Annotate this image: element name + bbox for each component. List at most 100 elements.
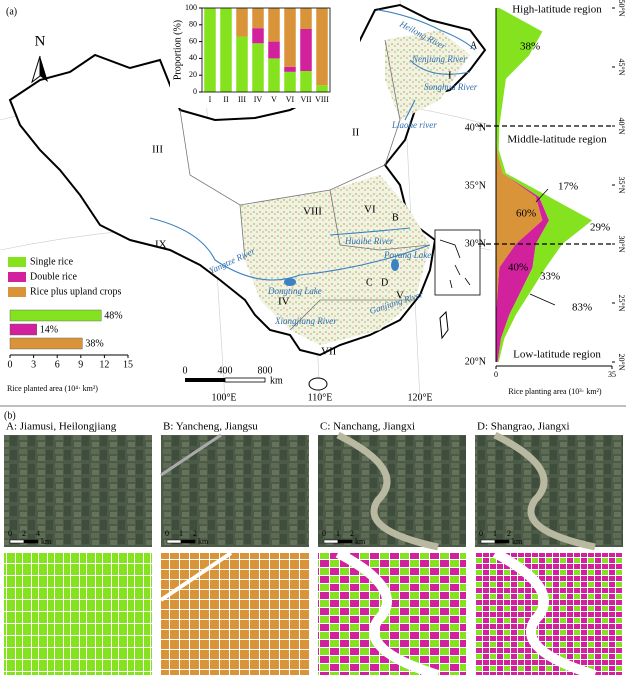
region-boundary	[179, 39, 431, 331]
site-label: D	[381, 277, 388, 288]
scale-unit: km	[355, 537, 366, 546]
x-tick-label: VI	[286, 95, 295, 104]
y-tick-label: 60	[189, 36, 197, 45]
percent-label: 17%	[558, 181, 578, 193]
plot-frame	[201, 7, 331, 93]
leader-arrow	[529, 188, 556, 306]
scale-segment	[480, 539, 496, 544]
percent-label: 33%	[540, 271, 560, 283]
latitude-label: 20°N	[465, 356, 486, 367]
region-title: Low-latitude region	[513, 349, 601, 361]
hainan	[308, 377, 328, 391]
region-title: Middle-latitude region	[507, 134, 607, 146]
bar-segment	[236, 8, 248, 37]
y-tick-label: 0	[193, 87, 197, 96]
satellite-image	[4, 435, 152, 547]
y-tick-label: 35°N	[617, 177, 626, 194]
bar-segment	[284, 8, 296, 67]
road	[160, 433, 222, 477]
x-tick-label: VIII	[315, 95, 329, 104]
longitude-label: 110°E	[308, 392, 333, 403]
x-tick-label: I	[209, 95, 212, 104]
latitude-label: 40°N	[465, 122, 486, 133]
bar-segment	[300, 29, 312, 71]
region-label: VI	[364, 204, 376, 216]
y-tick-label: 30°N	[617, 236, 626, 253]
scale-label: 0	[322, 529, 326, 538]
x-tick-label: 12	[99, 359, 109, 370]
latitude-label: 35°N	[465, 180, 486, 191]
scale-label: 0	[183, 365, 188, 376]
site-title: D: Shangrao, Jiangxi	[477, 421, 570, 433]
scale-segment	[185, 378, 225, 382]
bar-segment	[316, 8, 328, 86]
x-tick-label: 3	[31, 359, 36, 370]
site-title: C: Nanchang, Jiangxi	[320, 421, 415, 433]
scale-label: 0	[8, 529, 12, 538]
percent-label: 29%	[590, 222, 610, 234]
bar-segment	[284, 71, 296, 92]
area	[496, 8, 543, 362]
percent-label: 38%	[520, 41, 540, 53]
compass	[31, 55, 41, 84]
road	[159, 551, 233, 602]
region-label: I	[448, 70, 452, 82]
scale-unit: km	[512, 537, 523, 546]
scale-label: 2	[22, 529, 26, 538]
scale-label: 2	[350, 529, 354, 538]
site-title: B: Yancheng, Jiangsu	[163, 421, 258, 433]
bar-segment	[252, 8, 264, 29]
river-label: Liaohe river	[391, 120, 437, 130]
bar-segment	[300, 71, 312, 92]
area	[496, 8, 593, 362]
site-title: A: Jiamusi, Heilongjiang	[6, 421, 117, 433]
region-label: V	[396, 290, 404, 302]
region-label: III	[152, 144, 163, 156]
y-axis-label: Proportion (%)	[172, 20, 183, 80]
scale-label: 0	[479, 529, 483, 538]
bar-segment	[316, 85, 328, 92]
classification-image	[4, 553, 152, 675]
x-tick-label: IV	[254, 95, 263, 104]
x-tick-label: II	[223, 95, 229, 104]
bar	[9, 337, 83, 350]
satellite-image	[475, 435, 623, 547]
x-tick-label: 6	[55, 359, 60, 370]
legend-swatch	[8, 287, 26, 297]
scale-segment	[337, 539, 353, 544]
bar-segment	[252, 28, 264, 44]
bar-segment	[236, 36, 248, 92]
x-tick-label: 0	[494, 370, 498, 379]
site-label: C	[366, 277, 373, 288]
scale-unit: km	[198, 537, 209, 546]
scale-label: 1	[493, 529, 497, 538]
bar-segment	[204, 8, 216, 92]
satellite-image	[318, 435, 466, 547]
north-label: N	[35, 33, 46, 49]
x-tick-label: III	[238, 95, 246, 104]
legend-label: Double rice	[30, 271, 77, 282]
scale-segment	[180, 539, 196, 544]
river-label: Songhua River	[424, 82, 478, 92]
scale-segment	[166, 539, 182, 544]
scale-segment	[323, 539, 339, 544]
panel-label: (a)	[6, 6, 17, 17]
percent-label: 83%	[572, 302, 592, 314]
bar-segment	[220, 8, 232, 92]
scale-unit: km	[41, 537, 52, 546]
bar-segment	[268, 58, 280, 92]
y-tick-label: 50°N	[617, 0, 626, 17]
bar-segment	[300, 8, 312, 29]
panel-label: (b)	[4, 410, 16, 421]
y-tick-label: 20°N	[617, 354, 626, 371]
site-label: A	[470, 40, 478, 51]
scale-bar	[185, 377, 266, 383]
y-tick-label: 45°N	[617, 59, 626, 76]
legend-swatch	[8, 257, 26, 267]
river	[492, 548, 597, 680]
y-tick-label: 100	[185, 3, 197, 12]
bar	[9, 309, 102, 322]
y-tick-label: 40°N	[617, 118, 626, 135]
x-tick-label: V	[271, 95, 277, 104]
bar	[9, 323, 37, 336]
